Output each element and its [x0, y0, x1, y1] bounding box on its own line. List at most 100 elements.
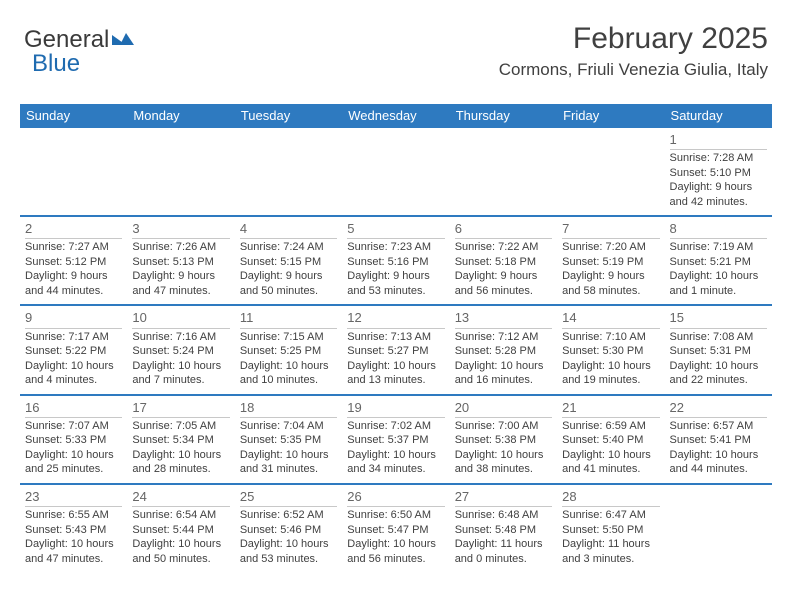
calendar-cell-empty [235, 128, 342, 215]
calendar-cell: 1Sunrise: 7:28 AMSunset: 5:10 PMDaylight… [665, 128, 772, 215]
calendar-day-number: 22 [670, 399, 767, 418]
calendar-cell-empty [20, 128, 127, 215]
calendar-cell-daylight: Daylight: 10 hours and 56 minutes. [347, 537, 444, 566]
calendar-cell-sunrise: Sunrise: 7:20 AM [562, 240, 659, 255]
calendar-day-number: 26 [347, 488, 444, 507]
calendar: SundayMondayTuesdayWednesdayThursdayFrid… [20, 104, 772, 572]
calendar-day-number: 5 [347, 220, 444, 239]
day-header-monday: Monday [127, 104, 234, 128]
day-header-saturday: Saturday [665, 104, 772, 128]
calendar-cell-sunrise: Sunrise: 6:57 AM [670, 419, 767, 434]
calendar-cell: 22Sunrise: 6:57 AMSunset: 5:41 PMDayligh… [665, 396, 772, 483]
calendar-cell-sunrise: Sunrise: 6:55 AM [25, 508, 122, 523]
calendar-week: 16Sunrise: 7:07 AMSunset: 5:33 PM Dayligh… [20, 394, 772, 483]
calendar-cell: 4Sunrise: 7:24 AMSunset: 5:15 PMDaylight… [235, 217, 342, 304]
calendar-day-number: 24 [132, 488, 229, 507]
calendar-cell: 26Sunrise: 6:50 AMSunset: 5:47 PMDayligh… [342, 485, 449, 572]
calendar-cell-sunset: Sunset: 5:25 PM [240, 344, 337, 359]
calendar-cell-daylight: Daylight: 10 hours and 47 minutes. [25, 537, 122, 566]
calendar-day-number: 12 [347, 309, 444, 328]
calendar-day-number: 18 [240, 399, 337, 418]
calendar-day-number: 8 [670, 220, 767, 239]
calendar-day-number: 27 [455, 488, 552, 507]
calendar-day-number: 1 [670, 131, 767, 150]
calendar-day-number: 2 [25, 220, 122, 239]
calendar-cell-empty [557, 128, 664, 215]
calendar-cell-sunrise: Sunrise: 7:07 AM [25, 419, 122, 434]
calendar-cell-sunrise: Sunrise: 7:19 AM [670, 240, 767, 255]
calendar-cell-sunrise: Sunrise: 7:28 AM [670, 151, 767, 166]
page-title: February 2025 [499, 22, 768, 56]
calendar-cell-daylight: Daylight: 11 hours and 3 minutes. [562, 537, 659, 566]
calendar-cell-sunset: Sunset: 5:33 PM [25, 433, 122, 448]
calendar-cell-sunrise: Sunrise: 7:04 AM [240, 419, 337, 434]
calendar-cell: 24Sunrise: 6:54 AMSunset: 5:44 PMDayligh… [127, 485, 234, 572]
calendar-cell-sunset: Sunset: 5:27 PM [347, 344, 444, 359]
calendar-cell: 8Sunrise: 7:19 AMSunset: 5:21 PMDaylight… [665, 217, 772, 304]
calendar-cell: 10Sunrise: 7:16 AMSunset: 5:24 PMDayligh… [127, 306, 234, 393]
calendar-cell: 17Sunrise: 7:05 AMSunset: 5:34 PMDayligh… [127, 396, 234, 483]
calendar-day-number: 7 [562, 220, 659, 239]
day-header-wednesday: Wednesday [342, 104, 449, 128]
calendar-day-number: 14 [562, 309, 659, 328]
calendar-cell: 7Sunrise: 7:20 AMSunset: 5:19 PMDaylight… [557, 217, 664, 304]
calendar-cell: 25Sunrise: 6:52 AMSunset: 5:46 PMDayligh… [235, 485, 342, 572]
calendar-day-number: 9 [25, 309, 122, 328]
calendar-cell: 6Sunrise: 7:22 AMSunset: 5:18 PMDaylight… [450, 217, 557, 304]
calendar-cell-sunset: Sunset: 5:22 PM [25, 344, 122, 359]
calendar-cell-daylight: Daylight: 10 hours and 34 minutes. [347, 448, 444, 477]
calendar-cell-sunset: Sunset: 5:34 PM [132, 433, 229, 448]
page-subtitle: Cormons, Friuli Venezia Giulia, Italy [499, 60, 768, 80]
calendar-cell: 2Sunrise: 7:27 AMSunset: 5:12 PMDaylight… [20, 217, 127, 304]
calendar-cell-sunrise: Sunrise: 7:26 AM [132, 240, 229, 255]
calendar-cell-sunset: Sunset: 5:38 PM [455, 433, 552, 448]
calendar-cell-daylight: Daylight: 11 hours and 0 minutes. [455, 537, 552, 566]
calendar-cell-empty [342, 128, 449, 215]
calendar-cell-sunset: Sunset: 5:40 PM [562, 433, 659, 448]
calendar-cell-sunset: Sunset: 5:19 PM [562, 255, 659, 270]
calendar-day-number: 16 [25, 399, 122, 418]
day-header-tuesday: Tuesday [235, 104, 342, 128]
calendar-cell-daylight: Daylight: 10 hours and 4 minutes. [25, 359, 122, 388]
calendar-cell-sunrise: Sunrise: 7:27 AM [25, 240, 122, 255]
calendar-cell-sunrise: Sunrise: 7:10 AM [562, 330, 659, 345]
calendar-cell-sunset: Sunset: 5:16 PM [347, 255, 444, 270]
calendar-cell-sunset: Sunset: 5:24 PM [132, 344, 229, 359]
calendar-cell-sunset: Sunset: 5:48 PM [455, 523, 552, 538]
calendar-cell-sunrise: Sunrise: 7:12 AM [455, 330, 552, 345]
calendar-cell: 19Sunrise: 7:02 AMSunset: 5:37 PMDayligh… [342, 396, 449, 483]
calendar-week: 9Sunrise: 7:17 AMSunset: 5:22 PMDaylight… [20, 304, 772, 393]
calendar-day-number: 28 [562, 488, 659, 507]
calendar-week: 1Sunrise: 7:28 AMSunset: 5:10 PMDaylight… [20, 128, 772, 215]
calendar-week: 23Sunrise: 6:55 AMSunset: 5:43 PMDayligh… [20, 483, 772, 572]
calendar-cell: 28Sunrise: 6:47 AMSunset: 5:50 PMDayligh… [557, 485, 664, 572]
calendar-cell-sunset: Sunset: 5:46 PM [240, 523, 337, 538]
calendar-cell-sunrise: Sunrise: 7:13 AM [347, 330, 444, 345]
calendar-day-number: 17 [132, 399, 229, 418]
calendar-cell-sunset: Sunset: 5:37 PM [347, 433, 444, 448]
calendar-day-number: 20 [455, 399, 552, 418]
calendar-week: 2Sunrise: 7:27 AMSunset: 5:12 PMDaylight… [20, 215, 772, 304]
calendar-cell-sunrise: Sunrise: 6:47 AM [562, 508, 659, 523]
calendar-cell-daylight: Daylight: 10 hours and 50 minutes. [132, 537, 229, 566]
calendar-day-number: 3 [132, 220, 229, 239]
calendar-day-number: 11 [240, 309, 337, 328]
calendar-cell-sunrise: Sunrise: 7:24 AM [240, 240, 337, 255]
calendar-cell-sunrise: Sunrise: 6:50 AM [347, 508, 444, 523]
calendar-day-number: 10 [132, 309, 229, 328]
calendar-day-header: SundayMondayTuesdayWednesdayThursdayFrid… [20, 104, 772, 128]
calendar-cell-sunrise: Sunrise: 6:59 AM [562, 419, 659, 434]
calendar-cell-daylight: Daylight: 10 hours and 10 minutes. [240, 359, 337, 388]
calendar-cell: 21Sunrise: 6:59 AMSunset: 5:40 PMDayligh… [557, 396, 664, 483]
calendar-cell: 3Sunrise: 7:26 AMSunset: 5:13 PMDaylight… [127, 217, 234, 304]
calendar-day-number: 23 [25, 488, 122, 507]
calendar-cell-sunset: Sunset: 5:21 PM [670, 255, 767, 270]
calendar-cell-sunset: Sunset: 5:50 PM [562, 523, 659, 538]
calendar-cell-sunrise: Sunrise: 6:54 AM [132, 508, 229, 523]
calendar-cell-daylight: Daylight: 10 hours and 22 minutes. [670, 359, 767, 388]
calendar-cell: 16Sunrise: 7:07 AMSunset: 5:33 PMDayligh… [20, 396, 127, 483]
calendar-cell-sunrise: Sunrise: 6:48 AM [455, 508, 552, 523]
calendar-cell-empty [450, 128, 557, 215]
calendar-day-number: 4 [240, 220, 337, 239]
calendar-cell: 15Sunrise: 7:08 AMSunset: 5:31 PMDayligh… [665, 306, 772, 393]
